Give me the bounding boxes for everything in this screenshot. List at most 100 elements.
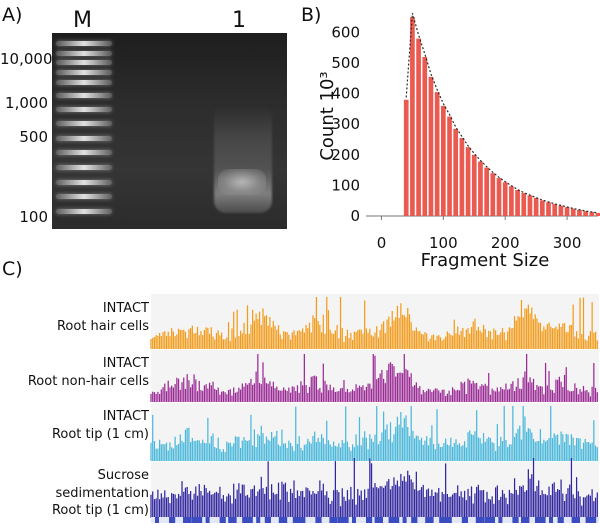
gel-size-label-10000: 10,000 — [0, 50, 53, 68]
histogram-bar — [589, 212, 595, 216]
ladder-band — [56, 194, 112, 199]
histogram-chart: 0 100 200 300 0 100 200 300 400 500 600 Fragment Si… — [317, 13, 600, 271]
gene-feature — [411, 517, 418, 523]
track-label-3: INTACT Root tip (1 cm) — [4, 408, 149, 443]
histogram-y-tick-label: 600 — [331, 23, 360, 41]
histogram-y-tick-label: 500 — [331, 54, 360, 72]
gel-size-label-100: 100 — [19, 208, 48, 226]
panel-c-label: C) — [2, 258, 23, 280]
gene-feature — [585, 517, 597, 523]
histogram-x-tick-label: 100 — [429, 234, 458, 252]
gene-feature — [183, 517, 192, 523]
gene-feature — [228, 517, 237, 523]
agarose-gel-image — [52, 33, 287, 229]
histogram-bar — [577, 209, 582, 216]
histogram-bar — [428, 76, 434, 216]
histogram-bar — [422, 56, 428, 216]
sample-lane-smear — [214, 105, 272, 213]
histogram-trendline — [405, 13, 599, 214]
histogram-bar — [410, 17, 415, 217]
dna-ladder-lane — [56, 41, 112, 214]
histogram-bar — [564, 207, 570, 216]
histogram-bar — [490, 173, 496, 216]
track-background — [151, 403, 599, 461]
track-label-1-line1: INTACT — [102, 301, 149, 316]
gel-lane-m-label: M — [73, 8, 92, 33]
histogram-bar — [539, 200, 545, 216]
gene-feature — [521, 517, 530, 523]
gene-feature — [425, 517, 434, 523]
histogram-bar — [434, 92, 440, 216]
gene-feature — [388, 517, 400, 523]
gel-lane-1-label: 1 — [232, 8, 246, 33]
histogram-y-axis-label: Count 10³ — [317, 71, 338, 160]
track-background — [151, 350, 599, 400]
gel-size-label-1000: 1,000 — [5, 94, 48, 112]
scale-bar-label: 25 kb — [538, 297, 581, 315]
histogram-bar — [595, 212, 600, 216]
histogram-bar — [583, 211, 588, 216]
ladder-band — [56, 51, 112, 56]
histogram-bar — [558, 205, 564, 216]
gene-feature — [557, 517, 564, 523]
ladder-band — [56, 80, 112, 85]
histogram-bar — [502, 182, 508, 216]
track-label-3-line2: Root tip (1 cm) — [51, 426, 149, 442]
ladder-band — [56, 136, 112, 141]
ladder-band — [56, 70, 112, 75]
gene-feature — [219, 517, 226, 523]
ladder-band — [56, 41, 112, 46]
gene-feature — [352, 517, 356, 523]
gel-size-label-500: 500 — [19, 128, 48, 146]
gene-feature — [475, 517, 485, 523]
gene-feature — [512, 517, 519, 523]
histogram-bar — [484, 167, 489, 216]
histogram-bar — [552, 204, 558, 216]
gene-feature — [191, 517, 203, 523]
track-label-3-line1: INTACT — [102, 409, 149, 424]
gene-feature — [535, 517, 546, 523]
gene-feature — [484, 517, 495, 523]
histogram-bar — [533, 197, 539, 216]
histogram-bar — [471, 154, 477, 216]
gene-feature — [205, 517, 210, 523]
histogram-bar — [570, 208, 576, 216]
histogram-y-tick-label: 300 — [331, 115, 360, 133]
track-background — [151, 462, 599, 518]
genome-tracks — [150, 294, 599, 523]
histogram-bar — [465, 147, 471, 216]
gene-feature — [256, 517, 261, 523]
gene-feature — [301, 517, 306, 523]
gene-feature — [315, 517, 322, 523]
gene-feature — [549, 517, 553, 523]
gene-feature — [278, 517, 288, 523]
sample-lane-core-band — [218, 169, 266, 195]
ladder-band — [56, 180, 112, 185]
track-label-4-line1: Sucrose sedimentation — [55, 468, 149, 501]
histogram-bar — [521, 193, 527, 216]
gene-feature — [439, 517, 450, 523]
histogram-y-tick-label: 200 — [331, 146, 360, 164]
gene-feature — [242, 517, 253, 523]
histogram-bar — [478, 161, 483, 216]
track-label-4: Sucrose sedimentation Root tip (1 cm) — [4, 467, 149, 520]
histogram-bar — [509, 186, 514, 216]
ladder-band — [56, 209, 112, 214]
ladder-band — [56, 165, 112, 170]
track-label-2-line2: Root non-hair cells — [27, 373, 149, 389]
gene-feature — [264, 517, 271, 523]
gene-feature — [169, 517, 176, 523]
histogram-bar — [515, 190, 520, 216]
histogram-bar — [416, 38, 421, 217]
ladder-band — [56, 121, 112, 126]
gene-feature — [366, 517, 373, 523]
histogram-x-axis-label: Fragment Size — [421, 250, 550, 271]
histogram-bar — [527, 195, 533, 216]
histogram-bar — [496, 178, 502, 216]
histogram-bar — [453, 128, 459, 216]
track-label-1-line2: Root hair cells — [56, 318, 149, 334]
gene-feature — [292, 517, 304, 523]
histogram-bar — [447, 116, 452, 216]
histogram-bar — [546, 202, 551, 216]
histogram-bar — [440, 105, 446, 216]
